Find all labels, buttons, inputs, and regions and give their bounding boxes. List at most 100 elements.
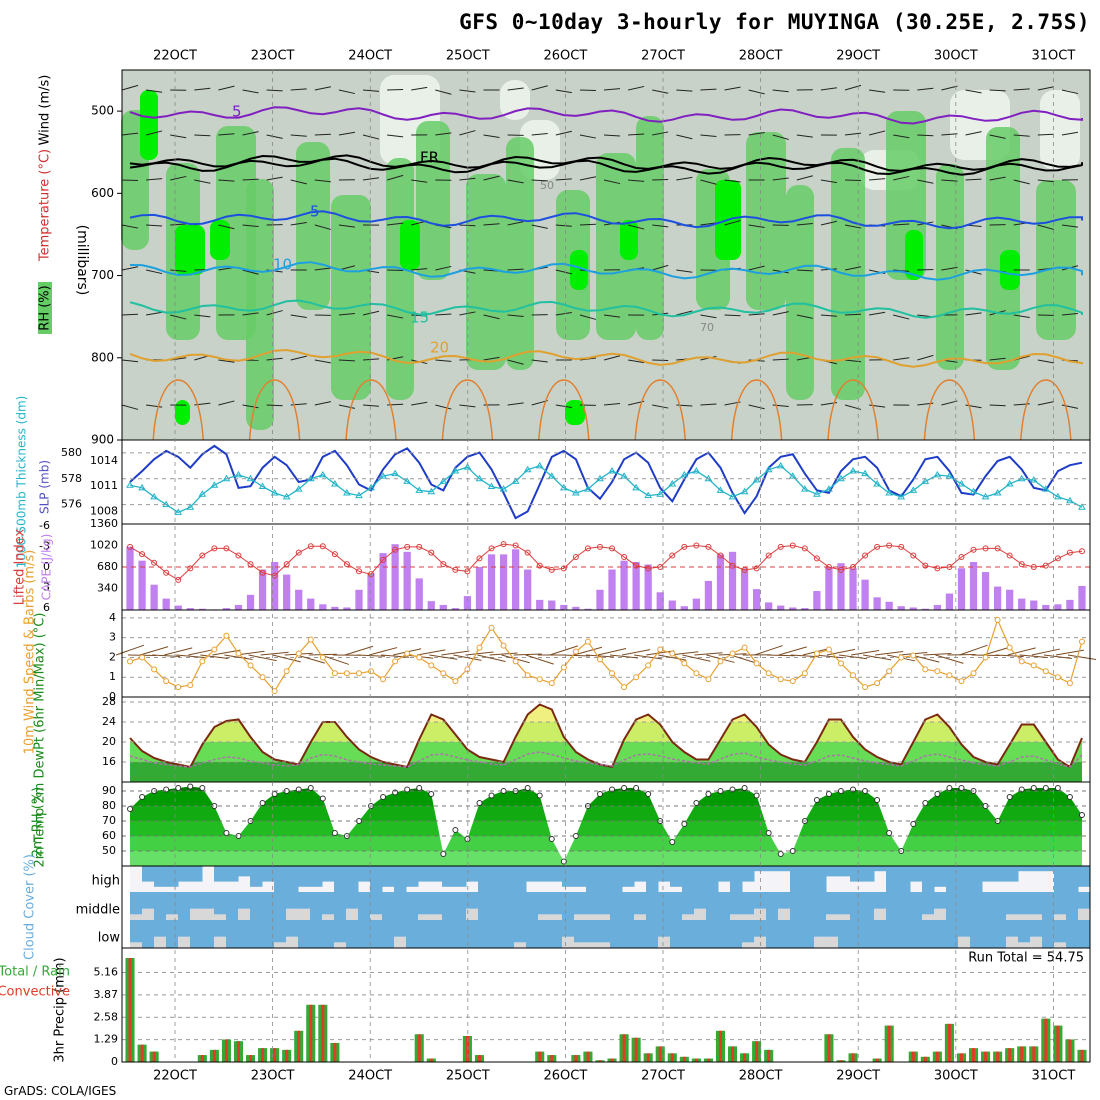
wind-barb [603,402,621,406]
wind-barb [989,134,1006,139]
rh-marker [428,791,435,797]
cape-tick-label: 1020 [90,539,118,552]
cloud-cover-bar [874,866,887,872]
cloud-cover-bar [418,866,431,882]
lifted-index-marker [825,564,832,570]
thickness-marker [318,470,327,478]
wind-barb [850,649,880,656]
wind-barb [893,314,910,320]
cloud-cover-bar [322,920,335,948]
precip-convective-bar [273,1048,277,1062]
thickness-marker [535,461,544,469]
cloud-cover-bar [202,920,215,948]
wind-speed-marker [512,658,519,665]
thickness-marker [728,492,737,500]
cloud-gap [598,942,611,948]
wind-barb [585,654,615,658]
wind-barb [796,134,813,138]
wind-barb [1061,312,1078,316]
lifted-index-marker [982,545,989,552]
lifted-index-marker [331,551,338,558]
cape-bar [415,578,423,610]
precip-convective-bar [429,1058,433,1062]
lifted-index-marker [958,553,965,560]
wind-barb [820,220,838,226]
cape-bar [1054,604,1062,610]
wind-barb [995,654,1024,657]
wind-barb [507,87,524,91]
wind-barb [218,359,235,363]
wind-barb [1013,314,1030,318]
lifted-index-marker [1054,555,1061,562]
cloud-gap [286,908,299,920]
thickness-marker [837,474,845,482]
wind-speed-marker [452,678,459,685]
cloud-cover-bar [274,866,287,892]
thickness-ylabel: 1000-500mb Thickness (dm) [15,396,29,569]
cloud-cover-bar [730,892,743,915]
cloud-gap [130,914,143,920]
wind-barb [941,179,958,182]
precip-convective-bar [670,1053,674,1062]
cloud-gap [1054,914,1067,920]
lifted-index-marker [476,555,483,562]
wind-barb [579,314,597,320]
wind-tick-label: 4 [109,611,116,624]
wind-speed-marker [560,664,567,671]
cloud-cover-bar [934,920,947,948]
cape-bar [873,597,881,610]
lifted-index-marker [717,552,724,559]
cloud-gap [826,936,839,948]
wind-barb [573,646,603,656]
isotherm-20-contour [538,379,590,441]
wind-speed-marker [1078,638,1085,645]
wind-speed-marker [789,678,796,685]
top-date-label: 30OCT [934,49,978,64]
wind-barb [772,358,789,361]
cloud-cover-bar [862,866,875,882]
cape-bar [849,568,857,610]
temp-band [130,704,1082,722]
wind-speed-marker [175,684,182,691]
rh-marker [934,791,941,797]
wind-tick-label: 0 [109,690,116,703]
rh-marker [416,785,423,791]
wind-speed-marker [343,670,350,677]
thickness-marker [258,482,267,490]
cloud-cover-bar [970,892,983,920]
cloud-cover-bar [502,892,515,920]
wind-barb [122,313,139,316]
wind-speed-marker [259,674,266,681]
wind-barb [676,269,693,273]
cape-bar [993,586,1002,610]
rh2m-ylabel: 2m RH (%) [31,787,46,858]
cloud-cover-bar [874,892,887,909]
precip-convective-bar [152,1051,156,1062]
rh-moist-column [1036,180,1076,340]
wind-speed-marker [151,666,158,673]
wind-barb [139,646,169,656]
precip-convective-bar [1080,1049,1084,1062]
wind-barb [417,649,446,656]
top-date-label: 31OCT [1032,49,1076,64]
rh-marker [741,785,748,791]
bottom-date-label: 26OCT [544,1069,588,1084]
thickness-marker [584,485,592,492]
wind-barb [754,645,783,656]
cloud-cover-bar [994,892,1007,920]
wind-barb [242,269,259,275]
cloud-cover-bar [238,892,251,909]
cloud-cover-bar [334,866,347,892]
wind-speed-marker [645,662,652,669]
lifted-index-marker [488,545,495,552]
temp-tick-label: 24 [102,715,116,728]
wind-barb [224,654,253,661]
cloud-cover-bar [766,866,779,872]
precip-convective-bar [574,1055,578,1062]
wind-barb [266,176,283,181]
rh-low-patch [1040,90,1080,170]
wind-barb [796,222,813,226]
lifted-index-marker [850,564,857,570]
wind-barb [368,647,398,656]
thickness-marker [391,469,400,477]
